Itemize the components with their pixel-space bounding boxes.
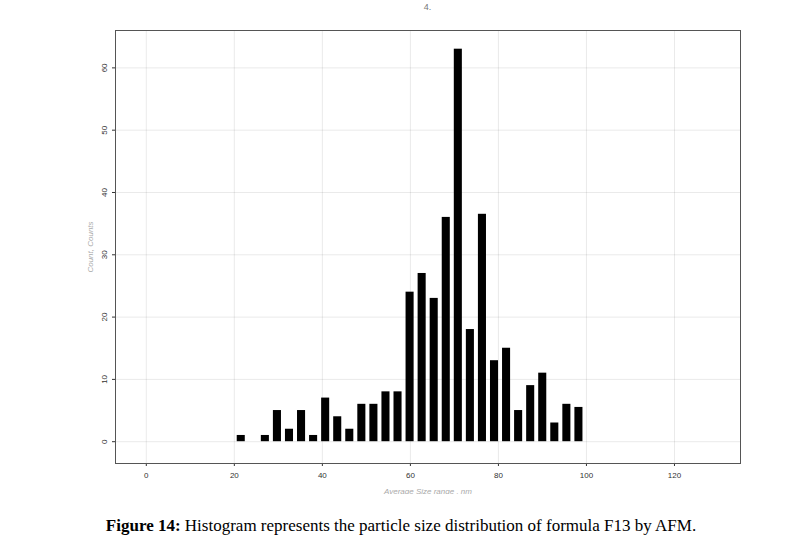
svg-text:10: 10: [100, 374, 109, 383]
svg-text:20: 20: [230, 471, 239, 480]
html-text:4.: 4.: [423, 2, 432, 12]
svg-text:Count, Counts: Count, Counts: [86, 221, 95, 272]
svg-text:80: 80: [494, 471, 503, 480]
svg-text:60: 60: [406, 471, 415, 480]
svg-text:50: 50: [100, 125, 109, 134]
svg-text:60: 60: [100, 63, 109, 72]
svg-text:0: 0: [144, 471, 149, 480]
svg-text:30: 30: [100, 250, 109, 259]
svg-text:120: 120: [668, 471, 682, 480]
html-text:Figure 14: Histogram represent: Figure 14: Histogram represents the part…: [105, 516, 697, 535]
svg-text:0: 0: [100, 439, 109, 444]
svg-text:40: 40: [318, 471, 327, 480]
svg-text:100: 100: [580, 471, 594, 480]
svg-text:20: 20: [100, 312, 109, 321]
svg-text:Average Size range , nm: Average Size range , nm: [383, 487, 472, 495]
svg-text:40: 40: [100, 187, 109, 196]
